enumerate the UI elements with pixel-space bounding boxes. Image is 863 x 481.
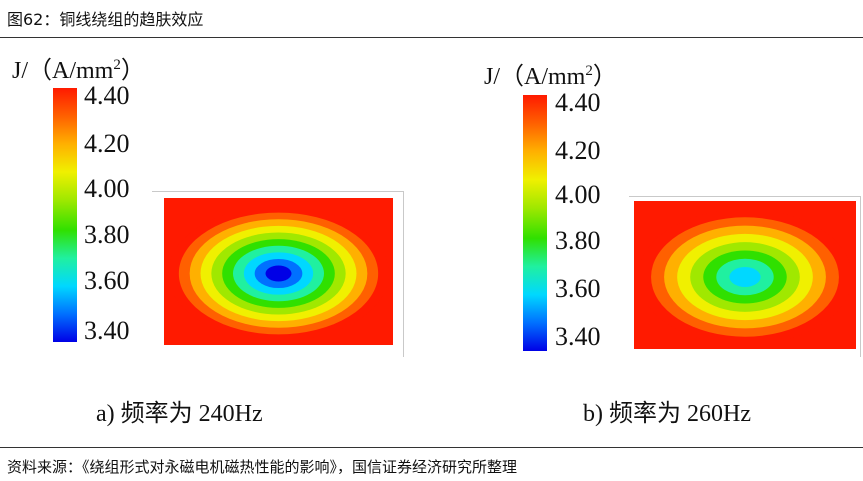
tick-label: 3.40 bbox=[84, 316, 130, 345]
tick-label: 4.00 bbox=[84, 174, 130, 203]
tick-label: 3.80 bbox=[555, 226, 601, 255]
tick-label: 4.20 bbox=[555, 136, 601, 165]
tick-label: 4.00 bbox=[555, 180, 601, 209]
frame bbox=[629, 196, 861, 357]
contour-band bbox=[265, 265, 292, 282]
tick-label: 3.60 bbox=[84, 266, 130, 295]
contour-band bbox=[729, 267, 761, 287]
colorbar bbox=[53, 88, 77, 342]
unit-label: J/（A/mm2） bbox=[12, 57, 145, 84]
top-rule bbox=[0, 37, 863, 38]
heatmap bbox=[164, 198, 393, 345]
caption: a) 频率为 240Hz bbox=[96, 401, 263, 427]
source-note: 资料来源：《绕组形式对永磁电机磁热性能的影响》，国信证券经济研究所整理 bbox=[7, 458, 518, 476]
frame bbox=[152, 191, 404, 357]
caption: b) 频率为 260Hz bbox=[583, 401, 751, 427]
tick-label: 3.80 bbox=[84, 220, 130, 249]
tick-label: 3.60 bbox=[555, 274, 601, 303]
tick-label: 4.20 bbox=[84, 129, 130, 158]
colorbar bbox=[523, 95, 547, 351]
bottom-rule bbox=[0, 447, 863, 448]
figure-title: 图62：铜线绕组的趋肤效应 bbox=[7, 10, 204, 29]
unit-label: J/（A/mm2） bbox=[484, 63, 617, 90]
heatmap bbox=[634, 201, 856, 349]
tick-label: 4.40 bbox=[84, 81, 130, 110]
tick-label: 4.40 bbox=[555, 88, 601, 117]
tick-label: 3.40 bbox=[555, 322, 601, 351]
